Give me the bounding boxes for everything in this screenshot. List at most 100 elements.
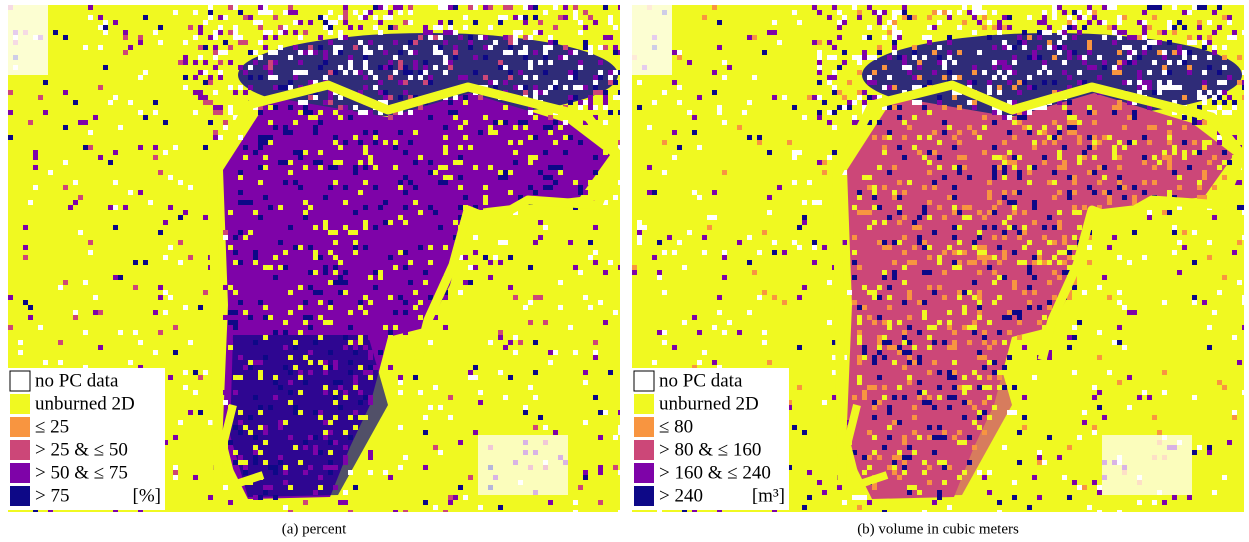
pixel — [892, 165, 897, 170]
pixel — [613, 70, 618, 75]
pixel — [318, 160, 323, 165]
pixel — [223, 15, 228, 20]
pixel — [982, 125, 987, 130]
pixel — [433, 35, 438, 40]
pixel — [483, 185, 488, 190]
pixel — [343, 490, 348, 495]
pixel — [428, 275, 433, 280]
pixel — [228, 60, 233, 65]
pixel — [558, 280, 563, 285]
pixel — [967, 205, 972, 210]
pixel — [1012, 310, 1017, 315]
pixel — [922, 185, 927, 190]
pixel — [278, 160, 283, 165]
pixel — [218, 15, 223, 20]
pixel — [268, 10, 273, 15]
pixel — [967, 325, 972, 330]
pixel — [203, 45, 208, 50]
pixel — [303, 280, 308, 285]
pixel — [448, 60, 453, 65]
pixel — [343, 70, 348, 75]
pixel — [238, 430, 243, 435]
pixel — [323, 100, 328, 105]
pixel — [1002, 45, 1007, 50]
pixel — [892, 240, 897, 245]
pixel — [578, 485, 583, 490]
pixel — [333, 50, 338, 55]
pixel — [228, 440, 233, 445]
pixel — [857, 330, 862, 335]
pixel — [358, 340, 363, 345]
pixel — [1022, 210, 1027, 215]
pixel — [548, 175, 553, 180]
pixel — [1027, 300, 1032, 305]
pixel — [243, 235, 248, 240]
pixel — [338, 260, 343, 265]
pixel — [1202, 45, 1207, 50]
pixel — [1072, 120, 1077, 125]
pixel — [303, 245, 308, 250]
pixel — [288, 435, 293, 440]
pixel — [203, 100, 208, 105]
pixel — [957, 475, 962, 480]
pixel — [378, 205, 383, 210]
pixel — [328, 100, 333, 105]
pixel — [1222, 110, 1227, 115]
pixel — [1002, 25, 1007, 30]
pixel — [927, 480, 932, 485]
pixel — [168, 295, 173, 300]
pixel — [882, 185, 887, 190]
legend-swatch — [634, 417, 654, 437]
pixel — [1047, 70, 1052, 75]
pixel — [702, 250, 707, 255]
pixel — [977, 290, 982, 295]
pixel — [672, 155, 677, 160]
pixel — [493, 255, 498, 260]
pixel — [323, 260, 328, 265]
pixel — [283, 225, 288, 230]
pixel — [608, 80, 613, 85]
pixel — [877, 45, 882, 50]
pixel — [528, 65, 533, 70]
pixel — [927, 395, 932, 400]
pixel — [398, 245, 403, 250]
pixel — [932, 290, 937, 295]
pixel — [608, 35, 613, 40]
pixel — [1032, 55, 1037, 60]
pixel — [413, 40, 418, 45]
pixel — [927, 425, 932, 430]
pixel — [478, 130, 483, 135]
pixel — [1057, 455, 1062, 460]
pixel — [947, 40, 952, 45]
pixel — [553, 430, 558, 435]
pixel — [842, 15, 847, 20]
pixel — [1182, 150, 1187, 155]
pixel — [413, 65, 418, 70]
pixel — [423, 430, 428, 435]
pixel — [548, 40, 553, 45]
pixel — [308, 45, 313, 50]
pixel — [677, 240, 682, 245]
pixel — [1057, 190, 1062, 195]
pixel — [912, 220, 917, 225]
pixel — [443, 5, 448, 10]
pixel — [992, 235, 997, 240]
pixel — [957, 10, 962, 15]
pixel — [313, 290, 318, 295]
pixel — [1197, 120, 1202, 125]
pixel — [1167, 155, 1172, 160]
pixel — [1137, 35, 1142, 40]
pixel — [318, 300, 323, 305]
pixel — [897, 55, 902, 60]
pixel — [857, 375, 862, 380]
pixel — [1142, 160, 1147, 165]
pixel — [1037, 30, 1042, 35]
pixel — [902, 10, 907, 15]
pixel — [233, 240, 238, 245]
pixel — [1072, 335, 1077, 340]
pixel — [1192, 140, 1197, 145]
pixel — [987, 470, 992, 475]
pixel — [403, 330, 408, 335]
pixel — [403, 275, 408, 280]
pixel — [258, 145, 263, 150]
